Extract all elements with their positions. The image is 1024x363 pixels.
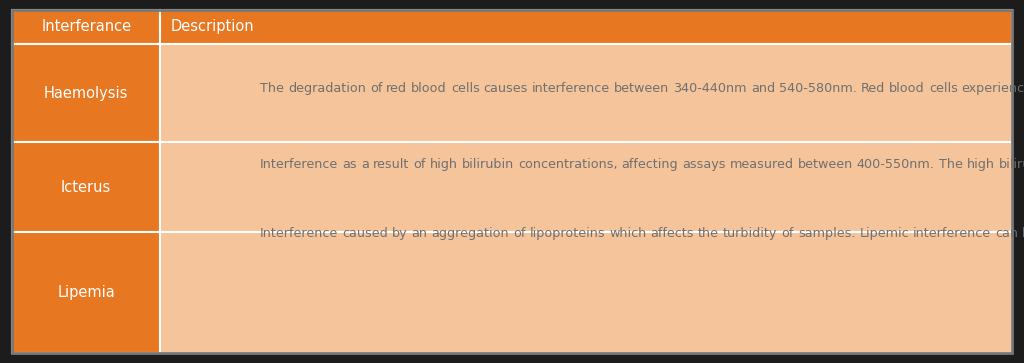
Text: bilirubin: bilirubin — [998, 158, 1024, 171]
Text: be: be — [1022, 227, 1024, 240]
Text: blood: blood — [889, 82, 925, 95]
Text: which: which — [609, 227, 646, 240]
Text: bilirubin: bilirubin — [462, 158, 514, 171]
Bar — [160, 10, 1012, 44]
Text: measured: measured — [729, 158, 794, 171]
Text: between: between — [798, 158, 853, 171]
Text: of: of — [513, 227, 525, 240]
Bar — [12, 232, 160, 353]
Text: cells: cells — [451, 82, 479, 95]
Text: of: of — [781, 227, 794, 240]
Text: of: of — [370, 82, 382, 95]
Text: concentrations,: concentrations, — [518, 158, 617, 171]
Text: lipoproteins: lipoproteins — [529, 227, 605, 240]
Text: causes: causes — [483, 82, 528, 95]
Text: can: can — [995, 227, 1018, 240]
Text: 540-580nm.: 540-580nm. — [779, 82, 857, 95]
Bar — [160, 232, 1012, 353]
Text: as: as — [342, 158, 357, 171]
Text: Icterus: Icterus — [61, 180, 112, 195]
Text: high: high — [430, 158, 458, 171]
Text: The: The — [260, 82, 284, 95]
Text: Lipemic: Lipemic — [859, 227, 909, 240]
Text: Red: Red — [861, 82, 885, 95]
Bar — [12, 142, 160, 232]
Text: Lipemia: Lipemia — [57, 285, 115, 300]
Text: samples.: samples. — [798, 227, 855, 240]
Text: experience: experience — [962, 82, 1024, 95]
Text: degradation: degradation — [288, 82, 366, 95]
Bar — [160, 44, 1012, 142]
Text: 340-440nm: 340-440nm — [674, 82, 746, 95]
Text: Interferance: Interferance — [41, 20, 131, 34]
Text: Interference: Interference — [260, 158, 338, 171]
Text: 400-550nm.: 400-550nm. — [857, 158, 935, 171]
Text: a: a — [361, 158, 369, 171]
Text: Interference: Interference — [260, 227, 338, 240]
Text: Haemolysis: Haemolysis — [44, 86, 128, 101]
Text: interference: interference — [913, 227, 991, 240]
Text: result: result — [373, 158, 410, 171]
Text: cells: cells — [929, 82, 957, 95]
Text: affecting: affecting — [622, 158, 678, 171]
Text: an: an — [412, 227, 428, 240]
Text: red: red — [386, 82, 408, 95]
Text: aggregation: aggregation — [432, 227, 509, 240]
Text: turbidity: turbidity — [723, 227, 777, 240]
Text: and: and — [751, 82, 775, 95]
Text: interference: interference — [532, 82, 610, 95]
Text: blood: blood — [412, 82, 446, 95]
Text: assays: assays — [682, 158, 726, 171]
Bar — [12, 44, 160, 142]
Bar — [12, 10, 160, 44]
Text: high: high — [967, 158, 994, 171]
Text: affects: affects — [650, 227, 694, 240]
Text: the: the — [698, 227, 719, 240]
Text: The: The — [939, 158, 963, 171]
Text: Description: Description — [170, 20, 254, 34]
Text: by: by — [392, 227, 408, 240]
Text: between: between — [614, 82, 670, 95]
Text: caused: caused — [342, 227, 388, 240]
Bar — [160, 142, 1012, 232]
Text: of: of — [414, 158, 426, 171]
